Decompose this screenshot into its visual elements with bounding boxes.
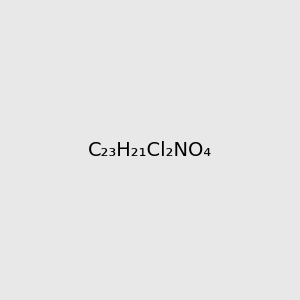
- Text: C₂₃H₂₁Cl₂NO₄: C₂₃H₂₁Cl₂NO₄: [88, 140, 212, 160]
